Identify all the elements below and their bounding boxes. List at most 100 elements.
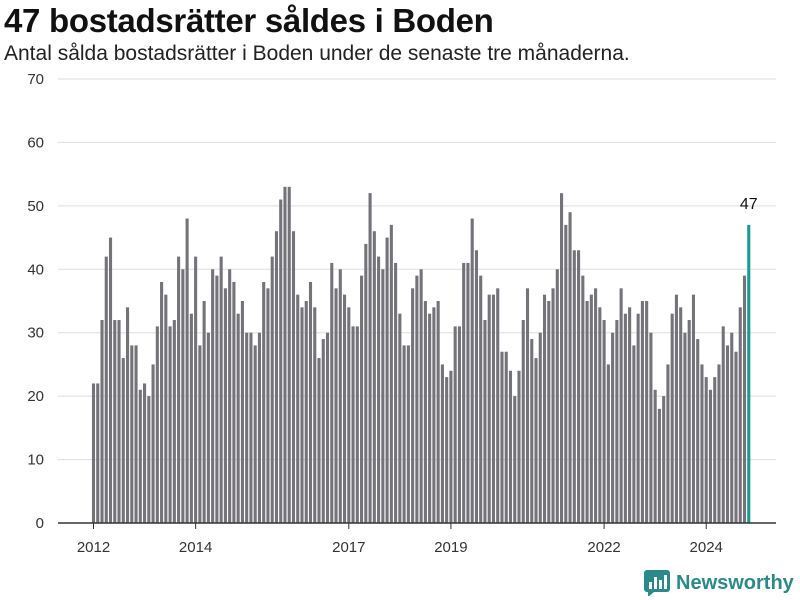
bar: [300, 307, 304, 523]
bar: [555, 269, 559, 523]
bar: [623, 313, 627, 523]
bar: [606, 364, 610, 523]
bar: [151, 364, 155, 523]
bar: [347, 307, 351, 523]
bar: [364, 243, 368, 523]
bar: [742, 275, 747, 523]
chart-subtitle: Antal sålda bostadsrätter i Boden under …: [4, 42, 630, 65]
bar: [317, 358, 321, 523]
y-tick-label: 20: [27, 388, 44, 405]
bar: [108, 237, 113, 524]
bar: [721, 326, 725, 523]
bar: [445, 377, 449, 523]
bar: [457, 326, 461, 523]
bar: [360, 275, 364, 523]
bar: [253, 345, 257, 523]
bar: [598, 307, 602, 523]
bar: [147, 396, 151, 523]
y-axis-ticks: 0 10 20 30 40 50 60 70: [27, 71, 44, 532]
bar: [389, 224, 393, 523]
bar: [653, 389, 657, 523]
bar: [181, 269, 185, 523]
bar: [338, 269, 342, 523]
y-tick-label: 50: [27, 198, 44, 215]
bar: [619, 288, 623, 523]
bar: [198, 345, 202, 523]
bar: [130, 345, 134, 523]
bar: [394, 262, 398, 523]
bar: [381, 269, 385, 523]
bar: [334, 288, 338, 523]
bar: [470, 218, 474, 524]
bar: [738, 307, 742, 523]
bar: [687, 320, 691, 523]
bar: [296, 294, 300, 523]
bar: [313, 307, 317, 523]
bar: [160, 281, 164, 523]
bar: [266, 288, 270, 523]
bar: [547, 301, 551, 523]
bar: [725, 345, 730, 523]
bar: [117, 320, 121, 523]
bar: [483, 320, 487, 523]
bar: [496, 288, 500, 523]
bar: [274, 231, 279, 523]
bar: [228, 269, 232, 523]
bar: [325, 332, 330, 523]
bar: [270, 256, 274, 523]
bar: [666, 364, 670, 523]
bar: [713, 377, 717, 523]
y-tick-label: 40: [27, 261, 44, 278]
bar: [189, 313, 193, 523]
bar-chart-logo-icon: [644, 570, 670, 596]
bar: [342, 294, 347, 523]
x-tick-label: 2017: [332, 539, 365, 556]
bar: [177, 256, 181, 523]
bar: [577, 250, 581, 523]
bar: [96, 383, 100, 523]
bar: [351, 326, 355, 523]
bar: [368, 193, 372, 523]
bar: [262, 281, 266, 523]
brand-name: Newsworthy: [676, 571, 794, 594]
bar: [168, 326, 172, 523]
bar: [279, 199, 283, 523]
bar: [560, 193, 564, 523]
bar: [615, 320, 619, 523]
bar: [696, 339, 700, 523]
bar: [479, 275, 483, 523]
bar: [551, 288, 555, 523]
bar: [291, 231, 296, 523]
y-tick-label: 10: [27, 452, 44, 469]
bar: [581, 275, 585, 523]
bar: [708, 389, 713, 523]
bar: [517, 370, 521, 523]
bar: [428, 313, 432, 523]
bar: [194, 256, 198, 523]
x-tick-label: 2022: [587, 539, 620, 556]
bar: [245, 332, 249, 523]
bar: [670, 313, 674, 523]
bar: [415, 275, 419, 523]
bar: [534, 358, 538, 523]
bar: [121, 358, 125, 523]
bar: [500, 351, 504, 523]
bar: [717, 364, 721, 523]
bar: [104, 256, 108, 523]
bar: [125, 307, 130, 523]
bar: [423, 301, 427, 523]
y-tick-label: 30: [27, 325, 44, 342]
bar: [185, 218, 189, 524]
bar: [662, 396, 666, 523]
bar: [466, 262, 470, 523]
y-tick-label: 60: [27, 134, 44, 151]
bar: [321, 339, 325, 523]
bar: [704, 377, 708, 523]
bar: [632, 345, 636, 523]
bar: [572, 250, 576, 523]
bar: [215, 275, 219, 523]
bar: [91, 383, 96, 523]
bar: [377, 256, 381, 523]
bar: [257, 332, 261, 523]
